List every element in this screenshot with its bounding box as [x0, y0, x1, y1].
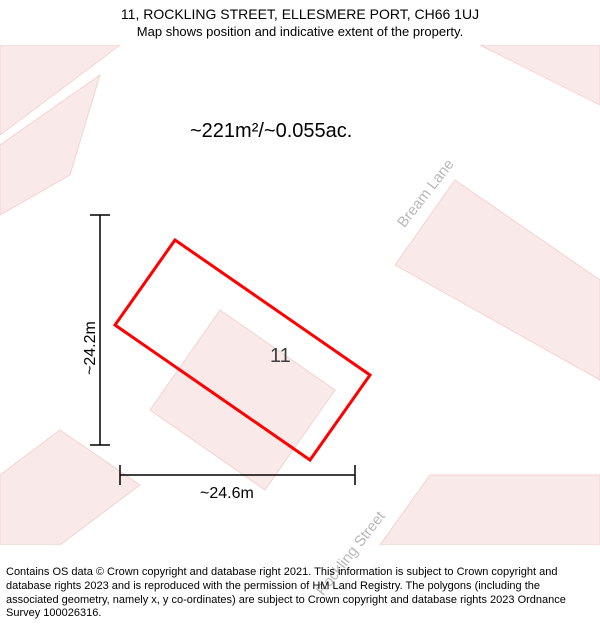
header: 11, ROCKLING STREET, ELLESMERE PORT, CH6…	[0, 0, 600, 41]
height-measurement: ~24.2m	[82, 321, 100, 375]
width-measurement: ~24.6m	[200, 485, 254, 503]
copyright-footer: Contains OS data © Crown copyright and d…	[6, 566, 594, 621]
area-measurement: ~221m²/~0.055ac.	[190, 120, 352, 143]
plot-number-label: 11	[270, 345, 291, 368]
page-title: 11, ROCKLING STREET, ELLESMERE PORT, CH6…	[10, 6, 590, 22]
page-subtitle: Map shows position and indicative extent…	[10, 24, 590, 39]
map-container: ~221m²/~0.055ac. ~24.2m ~24.6m 11 Bream …	[0, 45, 600, 545]
